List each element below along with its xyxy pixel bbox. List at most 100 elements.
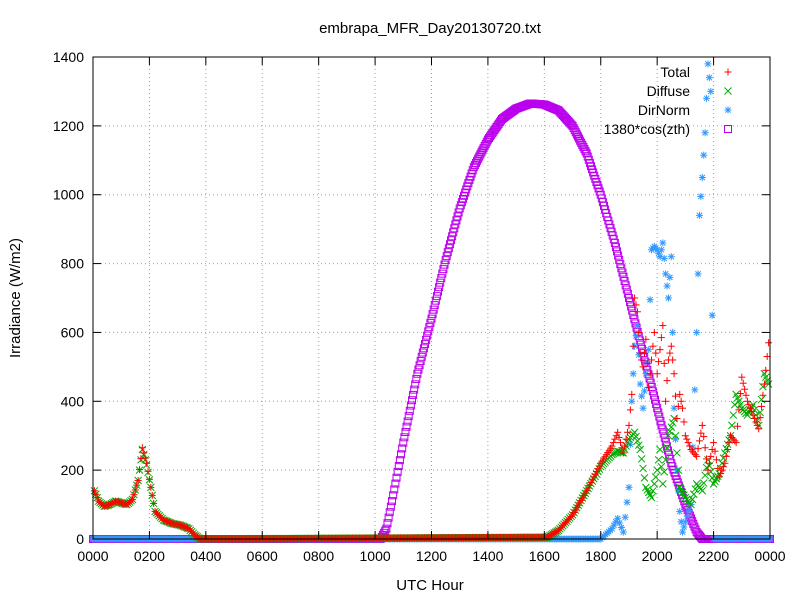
data-point (137, 455, 145, 463)
data-point (581, 147, 590, 156)
data-point (622, 435, 630, 443)
data-point (392, 473, 401, 482)
x-tick-label: 0000 (77, 548, 108, 564)
data-point (700, 433, 708, 441)
data-point (389, 491, 398, 500)
data-point (646, 370, 654, 378)
data-point (670, 370, 678, 378)
x-tick-label: 0200 (134, 548, 165, 564)
data-point (661, 455, 670, 464)
data-point (628, 397, 636, 405)
data-point (694, 270, 702, 278)
data-point (722, 444, 731, 453)
data-point (681, 518, 689, 526)
data-point (621, 442, 629, 450)
legend-label: DirNorm (638, 102, 690, 118)
data-point (650, 395, 659, 404)
data-point (645, 346, 653, 354)
data-point (141, 454, 149, 462)
data-point (734, 422, 742, 430)
data-point (143, 459, 151, 467)
data-point (619, 528, 627, 536)
y-tick-label: 600 (61, 324, 85, 340)
data-point (429, 305, 438, 314)
series-total (90, 294, 773, 543)
data-point (689, 519, 698, 528)
data-point (415, 361, 424, 370)
data-point (672, 435, 680, 443)
data-point (704, 60, 712, 68)
data-point (666, 427, 674, 436)
data-point (435, 283, 444, 292)
data-point (631, 294, 639, 302)
data-point (653, 404, 662, 413)
data-point (391, 479, 400, 488)
data-point (645, 374, 654, 383)
data-point (765, 339, 773, 347)
data-point (683, 512, 691, 520)
data-point (665, 450, 674, 459)
data-point (629, 310, 638, 319)
data-point (657, 246, 665, 254)
data-point (722, 452, 730, 460)
data-point (652, 399, 661, 408)
data-point (660, 433, 669, 442)
data-point (395, 456, 404, 465)
data-point (719, 463, 727, 471)
data-point (736, 390, 744, 398)
data-point (657, 462, 666, 471)
data-point (705, 459, 713, 467)
data-point (660, 468, 669, 476)
data-point (750, 415, 758, 422)
data-point (701, 444, 709, 452)
data-point (693, 328, 701, 336)
data-point (410, 385, 419, 394)
data-point (621, 513, 629, 521)
series-diffuse (90, 369, 773, 543)
data-point (619, 449, 627, 457)
data-point (760, 380, 768, 388)
data-point (614, 251, 623, 260)
data-point (687, 500, 695, 509)
data-point (611, 243, 620, 252)
legend-marker (724, 125, 732, 133)
data-point (705, 74, 713, 82)
data-point (698, 486, 707, 495)
x-tick-label: 1000 (360, 548, 391, 564)
data-point (388, 497, 397, 506)
data-point (633, 437, 642, 445)
data-point (384, 513, 393, 522)
x-tick-label: 0800 (303, 548, 334, 564)
data-point (731, 437, 739, 445)
legend-label: Diffuse (647, 83, 691, 99)
data-point (420, 340, 429, 349)
data-point (567, 512, 575, 520)
data-point (667, 423, 676, 431)
data-point (416, 357, 425, 366)
y-tick-label: 1400 (53, 49, 84, 65)
data-point (649, 391, 658, 400)
data-point (638, 356, 646, 364)
data-point (669, 356, 677, 364)
data-point (674, 466, 683, 474)
data-point (635, 336, 644, 345)
data-point (703, 455, 711, 463)
data-point (646, 296, 654, 304)
data-point (676, 507, 684, 515)
y-tick-label: 1000 (53, 187, 84, 203)
data-point (762, 366, 770, 374)
data-point (749, 411, 757, 419)
legend-label: 1380*cos(zth) (604, 121, 690, 137)
data-point (649, 486, 657, 495)
data-point (647, 493, 656, 502)
grid (93, 57, 770, 539)
data-point (423, 331, 432, 340)
data-point (658, 425, 667, 434)
data-point (660, 359, 668, 367)
data-point (707, 87, 715, 95)
data-point (752, 418, 760, 426)
data-point (688, 517, 697, 526)
data-point (656, 445, 664, 454)
x-tick-label: 1600 (529, 548, 560, 564)
data-point (662, 397, 670, 405)
